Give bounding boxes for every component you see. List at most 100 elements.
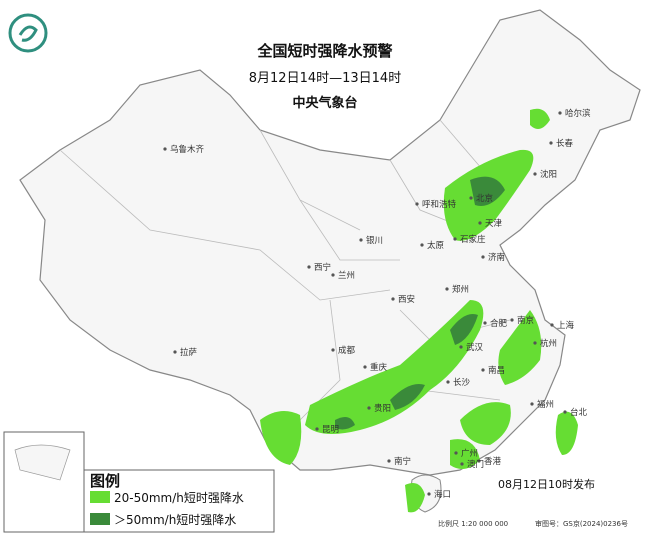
city-label: 南京 — [517, 315, 534, 326]
heavy-rain-area — [450, 314, 478, 345]
issuer: 中央气象台 — [292, 95, 357, 111]
city-dot — [459, 345, 463, 349]
rain-area — [405, 482, 425, 513]
city-dot — [478, 221, 482, 225]
city-label: 西安 — [398, 294, 415, 305]
city-dot — [307, 265, 311, 269]
city-dot — [359, 238, 363, 242]
inset-land — [14, 444, 71, 481]
city-dot — [163, 147, 167, 151]
city-dot — [483, 321, 487, 325]
city-label: 南宁 — [394, 456, 411, 467]
city-dot — [391, 297, 395, 301]
city-dot — [453, 237, 457, 241]
city-dot — [427, 492, 431, 496]
city-label: 哈尔滨 — [565, 108, 591, 119]
legend-swatch — [90, 491, 110, 503]
city-dot — [445, 287, 449, 291]
city-dot — [331, 348, 335, 352]
city-label: 海口 — [434, 489, 451, 500]
heavy-rain-area — [470, 176, 505, 206]
rain-area — [460, 402, 511, 445]
city-label: 郑州 — [452, 284, 469, 295]
city-dot — [331, 273, 335, 277]
city-label: 天津 — [485, 218, 503, 229]
legend-items: 20-50mm/h短时强降水 ＞50mm/h短时强降水 — [90, 491, 244, 527]
city-dot — [420, 243, 424, 247]
city-dot — [530, 402, 534, 406]
legend-label: 20-50mm/h短时强降水 — [114, 491, 244, 505]
city-label: 乌鲁木齐 — [170, 144, 205, 155]
rain-area — [260, 411, 302, 465]
city-dot — [533, 172, 537, 176]
rain-area — [530, 108, 550, 129]
city-label: 呼和浩特 — [422, 199, 457, 210]
city-label: 拉萨 — [180, 347, 198, 358]
city-dot — [387, 459, 391, 463]
city-dot — [481, 368, 485, 372]
heavy-rain-area — [390, 384, 425, 410]
legend-label: ＞50mm/h短时强降水 — [114, 513, 236, 527]
city-label: 重庆 — [370, 362, 388, 373]
rain-area — [305, 300, 484, 434]
city-dot — [510, 318, 514, 322]
city-label: 长春 — [556, 138, 574, 149]
city-label: 沈阳 — [540, 169, 557, 180]
city-label: 银川 — [366, 235, 383, 246]
city-dot — [563, 410, 567, 414]
city-label: 济南 — [488, 252, 505, 263]
city-dot — [363, 365, 367, 369]
scale: 比例尺 1:20 000 000 — [438, 519, 508, 528]
heavy-rain-area — [335, 416, 355, 430]
city-label: 广州 — [461, 448, 478, 459]
city-label: 合肥 — [490, 318, 508, 329]
city-label: 石家庄 — [460, 234, 486, 245]
legend-box — [83, 469, 275, 533]
china-outline — [19, 9, 641, 476]
city-dot — [550, 323, 554, 327]
period: 8月12日14时—13日14时 — [249, 71, 401, 86]
city-label: 台北 — [570, 407, 588, 418]
city-dot — [367, 406, 371, 410]
rain-area — [498, 310, 542, 385]
issued-time: 08月12日10时发布 — [498, 477, 595, 491]
logo — [8, 13, 48, 53]
city-dot — [549, 141, 553, 145]
city-label: 上海 — [557, 320, 575, 331]
city-dot — [481, 255, 485, 259]
city-dot — [533, 341, 537, 345]
legend-swatch — [90, 513, 110, 525]
city-dot — [454, 451, 458, 455]
city-label: 西宁 — [314, 262, 331, 273]
city-label: 香港 — [484, 456, 502, 467]
city-dot — [460, 462, 464, 466]
rain-area — [555, 411, 578, 455]
logo-ring — [8, 13, 48, 53]
city-label: 南昌 — [488, 365, 505, 376]
city-dot — [558, 111, 562, 115]
city-label: 福州 — [537, 399, 554, 410]
city-label: 长沙 — [453, 377, 471, 388]
city-label: 昆明 — [322, 425, 339, 435]
map-number: 审图号：GS京(2024)0236号 — [535, 519, 628, 528]
city-dot — [469, 196, 473, 200]
city-dot — [315, 427, 319, 431]
city-label: 杭州 — [540, 338, 557, 349]
legend-title: 图例 — [90, 472, 120, 490]
city-dot — [477, 459, 481, 463]
logo-swirl — [18, 25, 38, 42]
city-label: 成都 — [338, 345, 356, 356]
city-dot — [173, 350, 177, 354]
city-label: 兰州 — [338, 270, 355, 281]
city-dot — [446, 380, 450, 384]
title: 全国短时强降水预警 — [256, 42, 392, 60]
city-label: 北京 — [476, 193, 493, 204]
rain-areas — [260, 108, 578, 513]
city-label: 武汉 — [466, 342, 484, 353]
city-dot — [415, 202, 419, 206]
city-label: 太原 — [427, 240, 444, 251]
city-label: 澳门 — [467, 459, 484, 470]
rain-area — [450, 439, 480, 469]
